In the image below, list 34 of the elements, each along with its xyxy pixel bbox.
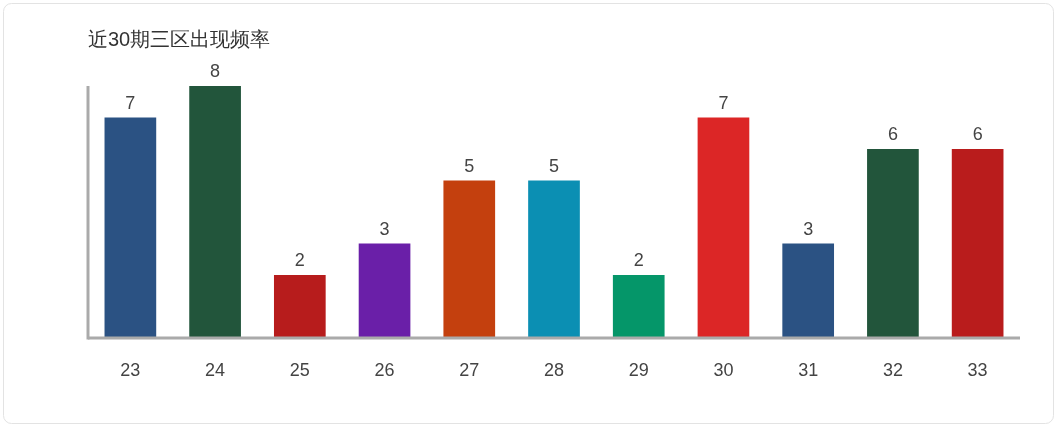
data-label: 2 (294, 250, 305, 270)
x-tick-label: 33 (967, 360, 988, 380)
chart-title: 近30期三区出现频率 (88, 28, 271, 50)
bar (782, 243, 835, 338)
x-tick-label: 24 (205, 360, 226, 380)
x-tick-label: 27 (459, 360, 480, 380)
data-label: 6 (887, 124, 898, 144)
bar (358, 243, 411, 338)
x-tick-label: 23 (120, 360, 141, 380)
bar (612, 275, 665, 338)
data-label: 7 (125, 92, 136, 113)
bar (273, 275, 326, 338)
bar (697, 117, 750, 338)
data-label: 8 (210, 61, 221, 81)
x-tick-label: 25 (289, 360, 310, 380)
data-label: 3 (379, 218, 390, 239)
data-label: 3 (803, 218, 814, 239)
x-tick-label: 31 (798, 360, 819, 380)
bar (867, 149, 919, 338)
bar (189, 86, 241, 338)
bar (443, 180, 496, 338)
data-label: 6 (972, 124, 983, 144)
x-tick-label: 26 (374, 360, 395, 380)
bar (528, 180, 580, 338)
x-tick-label: 28 (543, 360, 565, 380)
x-tick-label: 32 (882, 360, 903, 380)
x-tick-label: 29 (628, 360, 649, 380)
x-tick-label: 30 (713, 360, 734, 380)
data-label: 5 (548, 155, 560, 176)
data-label: 7 (718, 92, 729, 113)
data-label: 2 (633, 250, 644, 270)
bar (951, 149, 1004, 338)
bar (104, 117, 157, 338)
data-label: 5 (464, 155, 475, 176)
